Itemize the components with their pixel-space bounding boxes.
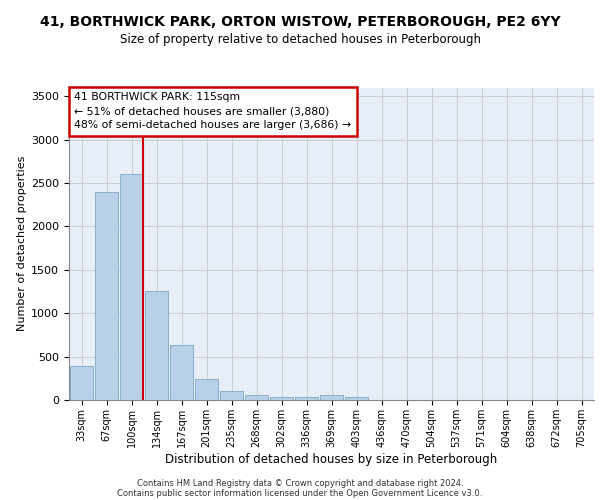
Text: 41, BORTHWICK PARK, ORTON WISTOW, PETERBOROUGH, PE2 6YY: 41, BORTHWICK PARK, ORTON WISTOW, PETERB… (40, 15, 560, 29)
Text: Size of property relative to detached houses in Peterborough: Size of property relative to detached ho… (119, 32, 481, 46)
Y-axis label: Number of detached properties: Number of detached properties (17, 156, 27, 332)
Bar (170, 346, 193, 400)
X-axis label: Distribution of detached houses by size in Peterborough: Distribution of detached houses by size … (166, 452, 497, 466)
Bar (245, 395, 268, 400)
Bar (195, 378, 218, 400)
Bar (320, 395, 343, 400)
Bar (120, 174, 143, 400)
Text: Contains public sector information licensed under the Open Government Licence v3: Contains public sector information licen… (118, 488, 482, 498)
Bar (295, 398, 318, 400)
Bar (345, 398, 368, 400)
Bar (70, 366, 93, 400)
Bar (95, 192, 118, 400)
Bar (220, 391, 243, 400)
Text: Contains HM Land Registry data © Crown copyright and database right 2024.: Contains HM Land Registry data © Crown c… (137, 478, 463, 488)
Bar (270, 396, 293, 400)
Bar (145, 292, 168, 400)
Text: 41 BORTHWICK PARK: 115sqm
← 51% of detached houses are smaller (3,880)
48% of se: 41 BORTHWICK PARK: 115sqm ← 51% of detac… (74, 92, 352, 130)
